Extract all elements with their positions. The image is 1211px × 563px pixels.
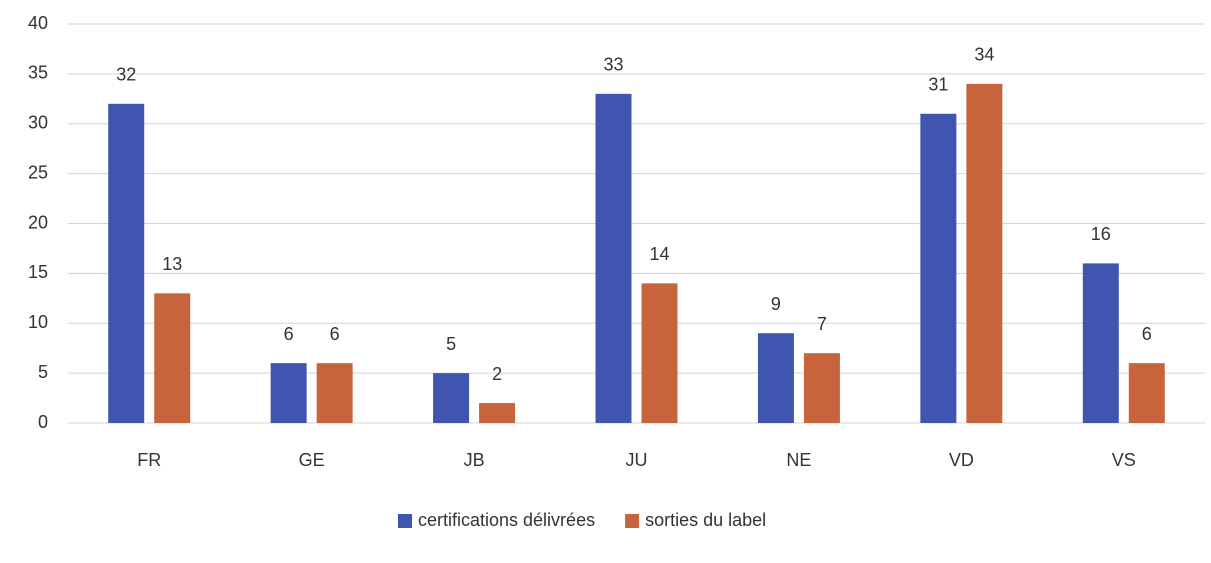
bar [803,353,840,423]
legend-swatch [625,514,640,528]
data-label: 6 [1142,324,1152,344]
data-label: 7 [817,314,827,334]
y-tick-label: 5 [38,362,48,382]
bar [595,93,632,423]
data-label: 9 [771,294,781,314]
data-label: 13 [162,254,182,274]
bar [920,113,957,424]
y-tick-label: 15 [28,262,48,282]
x-tick-label: GE [299,450,325,470]
legend-label: certifications délivrées [418,510,595,530]
legend-swatch [398,514,412,528]
x-tick-label: NE [786,450,811,470]
data-label: 5 [446,334,456,354]
data-label: 16 [1091,224,1111,244]
y-tick-label: 25 [28,162,48,182]
y-tick-label: 35 [28,63,48,83]
bar [433,373,470,423]
y-tick-label: 10 [28,312,48,332]
data-label: 32 [116,65,136,85]
x-tick-label: VD [949,450,974,470]
bar [316,363,353,423]
y-tick-label: 20 [28,212,48,232]
x-tick-label: FR [137,450,161,470]
bar [966,83,1003,423]
data-label: 14 [649,244,669,264]
bar [270,363,307,423]
y-tick-label: 30 [28,113,48,133]
data-label: 6 [330,324,340,344]
x-tick-label: VS [1112,450,1136,470]
data-label: 31 [928,75,948,95]
y-tick-label: 40 [28,13,48,33]
x-tick-label: JU [626,450,648,470]
legend-label: sorties du label [645,510,766,530]
bar [757,333,794,423]
bar [1082,263,1119,423]
x-tick-label: JB [464,450,485,470]
bar [154,293,191,423]
data-label: 34 [974,45,994,65]
data-label: 6 [284,324,294,344]
data-label: 33 [603,55,623,75]
data-label: 2 [492,364,502,384]
y-tick-label: 0 [38,412,48,432]
bar [641,283,678,423]
bar [108,103,145,424]
bar [1128,363,1165,423]
bar [479,403,516,423]
